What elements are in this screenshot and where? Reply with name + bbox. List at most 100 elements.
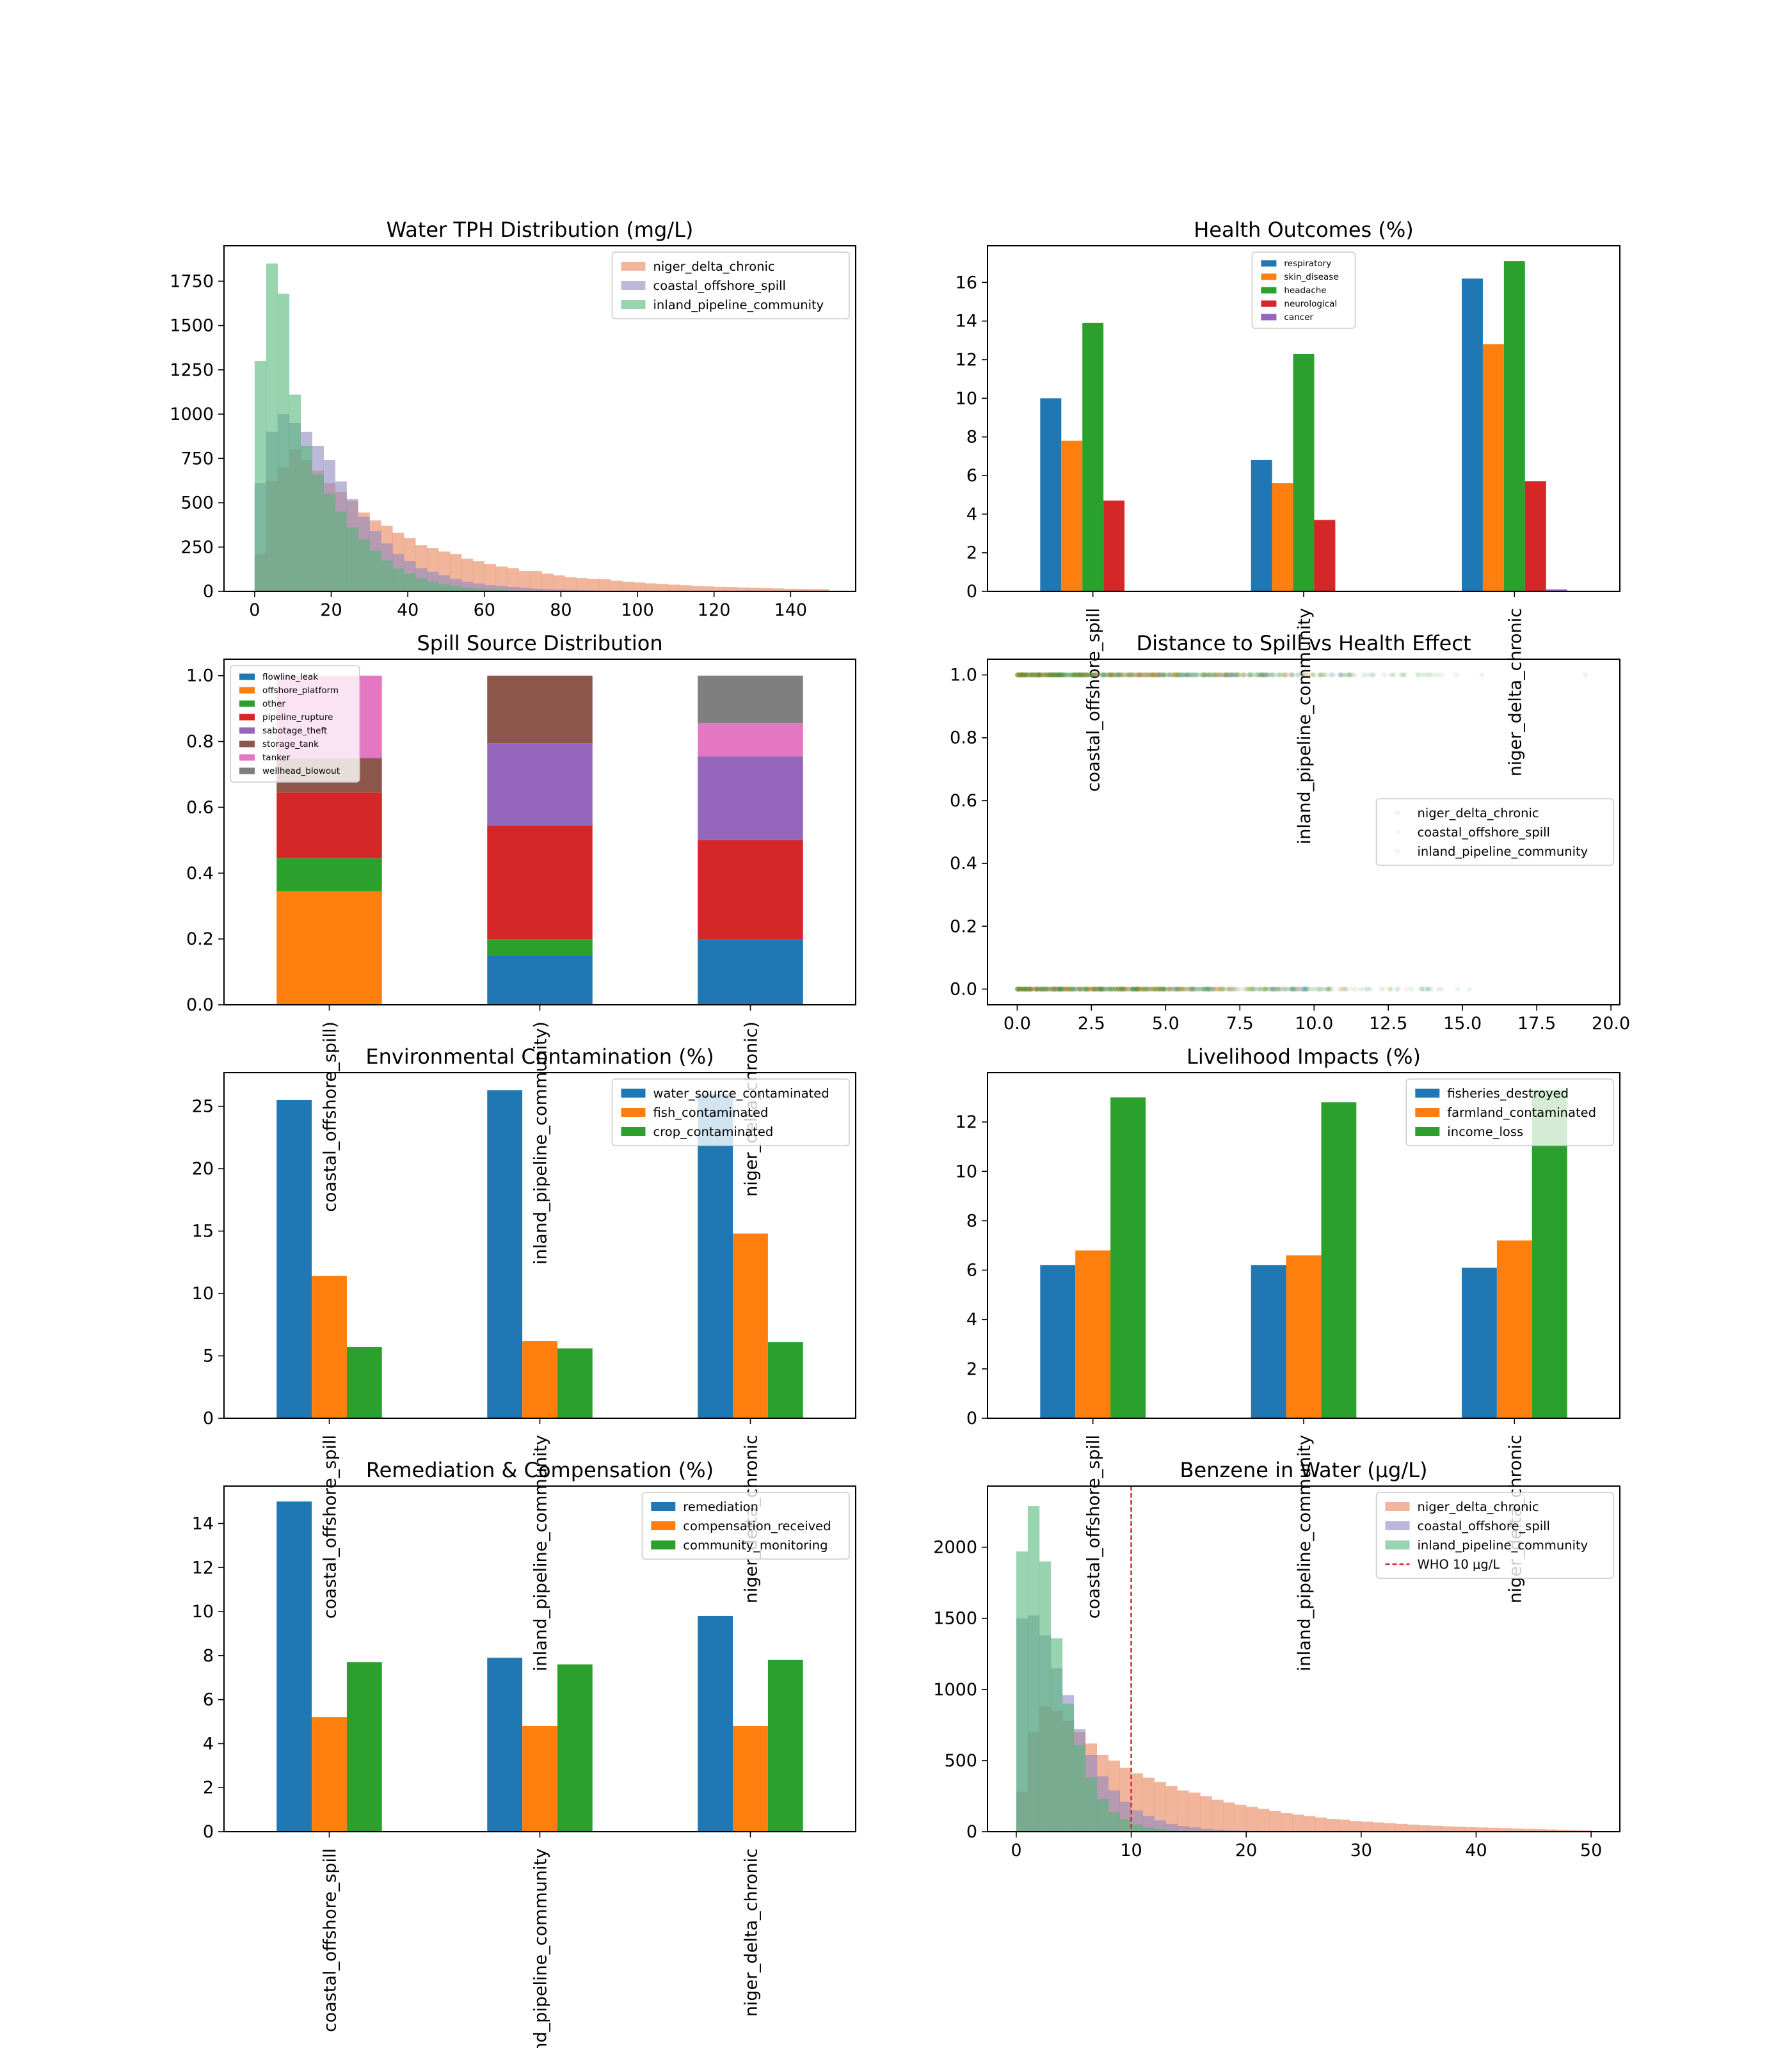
scatter-point <box>1081 672 1087 678</box>
scatter-point <box>1119 986 1124 992</box>
scatter-point <box>1050 672 1056 678</box>
scatter-point <box>1439 672 1444 678</box>
scatter-point <box>1078 672 1084 678</box>
scatter-point <box>1121 986 1126 992</box>
scatter-point <box>1092 986 1098 992</box>
scatter-point <box>1177 672 1183 678</box>
hist-bar <box>1131 1824 1143 1832</box>
scatter-point <box>1236 672 1242 678</box>
scatter-point <box>1165 672 1171 678</box>
scatter-point <box>1028 672 1034 678</box>
y-tick-label: 6 <box>966 1261 977 1281</box>
scatter-point <box>1048 986 1053 992</box>
hist-bar <box>817 589 829 591</box>
scatter-point <box>1030 672 1036 678</box>
scatter-point <box>1222 672 1228 678</box>
scatter-point <box>1159 986 1165 992</box>
scatter-point <box>1018 986 1023 992</box>
scatter-point <box>1021 986 1027 992</box>
hist-bar <box>484 589 497 591</box>
hist-bar <box>1073 1745 1086 1832</box>
hist-bar <box>1487 1827 1500 1832</box>
hist-bar <box>1418 1825 1430 1832</box>
hist-bar <box>495 586 508 591</box>
scatter-point <box>1014 672 1020 678</box>
scatter-point <box>1142 986 1148 992</box>
scatter-point <box>1193 986 1199 992</box>
scatter-point <box>1455 986 1460 992</box>
scatter-point <box>1175 672 1181 678</box>
scatter-point <box>1136 672 1142 678</box>
chart-title: Remediation & Compensation (%) <box>366 1458 714 1482</box>
scatter-point <box>1093 672 1099 678</box>
scatter-point <box>1091 986 1096 992</box>
legend-swatch <box>1395 829 1400 835</box>
scatter-point <box>1016 986 1021 992</box>
scatter-point <box>1196 672 1201 678</box>
scatter-point <box>1187 672 1193 678</box>
scatter-point <box>1316 672 1322 678</box>
scatter-point <box>1063 986 1069 992</box>
scatter-point <box>1121 986 1127 992</box>
scatter-point <box>1067 986 1073 992</box>
scatter-point <box>1100 986 1106 992</box>
scatter-point <box>1110 672 1116 678</box>
scatter-point <box>1174 986 1180 992</box>
scatter-point <box>1149 672 1155 678</box>
scatter-point <box>1038 672 1044 678</box>
scatter-point <box>1071 672 1077 678</box>
scatter-point <box>1172 986 1178 992</box>
scatter-point <box>1150 672 1156 678</box>
scatter-point <box>1224 672 1229 678</box>
hist-bar <box>507 568 519 591</box>
scatter-point <box>1092 986 1098 992</box>
y-tick-label: 0 <box>966 582 977 602</box>
scatter-point <box>1041 672 1046 678</box>
scatter-point <box>1180 986 1186 992</box>
scatter-point <box>1042 672 1048 678</box>
legend-label: inland_pipeline_community <box>653 298 824 312</box>
scatter-point <box>1081 986 1087 992</box>
scatter-point <box>1025 672 1030 678</box>
scatter-point <box>1070 986 1076 992</box>
scatter-point <box>1172 672 1178 678</box>
scatter-point <box>1108 672 1114 678</box>
scatter-point <box>1035 672 1041 678</box>
scatter-point <box>1340 986 1346 992</box>
scatter-point <box>1394 986 1400 992</box>
legend-label: offshore_platform <box>262 685 339 696</box>
scatter-point <box>1053 672 1059 678</box>
scatter-point <box>1041 986 1047 992</box>
scatter-point <box>1104 672 1110 678</box>
scatter-point <box>1036 986 1042 992</box>
scatter-point <box>1039 986 1044 992</box>
scatter-point <box>1185 672 1191 678</box>
scatter-point <box>1388 986 1394 992</box>
scatter-point <box>1231 986 1237 992</box>
scatter-point <box>1202 672 1208 678</box>
scatter-point <box>1085 672 1091 678</box>
scatter-point <box>1109 986 1115 992</box>
hist-bar <box>495 566 508 591</box>
scatter-point <box>1078 672 1084 678</box>
scatter-point <box>1302 986 1308 992</box>
scatter-point <box>1133 986 1139 992</box>
scatter-point <box>1320 672 1326 678</box>
scatter-point <box>1020 672 1025 678</box>
x-tick-label: 5.0 <box>1152 1014 1180 1034</box>
scatter-point <box>1048 986 1053 992</box>
scatter-point <box>1131 986 1137 992</box>
scatter-point <box>1039 986 1045 992</box>
plot-frame <box>223 245 856 592</box>
scatter-point <box>1317 672 1323 678</box>
legend: niger_delta_chroniccoastal_offshore_spil… <box>1375 1492 1614 1579</box>
scatter-point <box>1136 986 1142 992</box>
scatter-point <box>1199 986 1204 992</box>
scatter-point <box>1066 672 1071 678</box>
scatter-point <box>1057 986 1063 992</box>
scatter-point <box>1120 672 1126 678</box>
scatter-point <box>1117 672 1123 678</box>
y-tick-label: 16 <box>956 273 977 292</box>
hist-bar <box>622 581 634 591</box>
scatter-point <box>1187 986 1193 992</box>
